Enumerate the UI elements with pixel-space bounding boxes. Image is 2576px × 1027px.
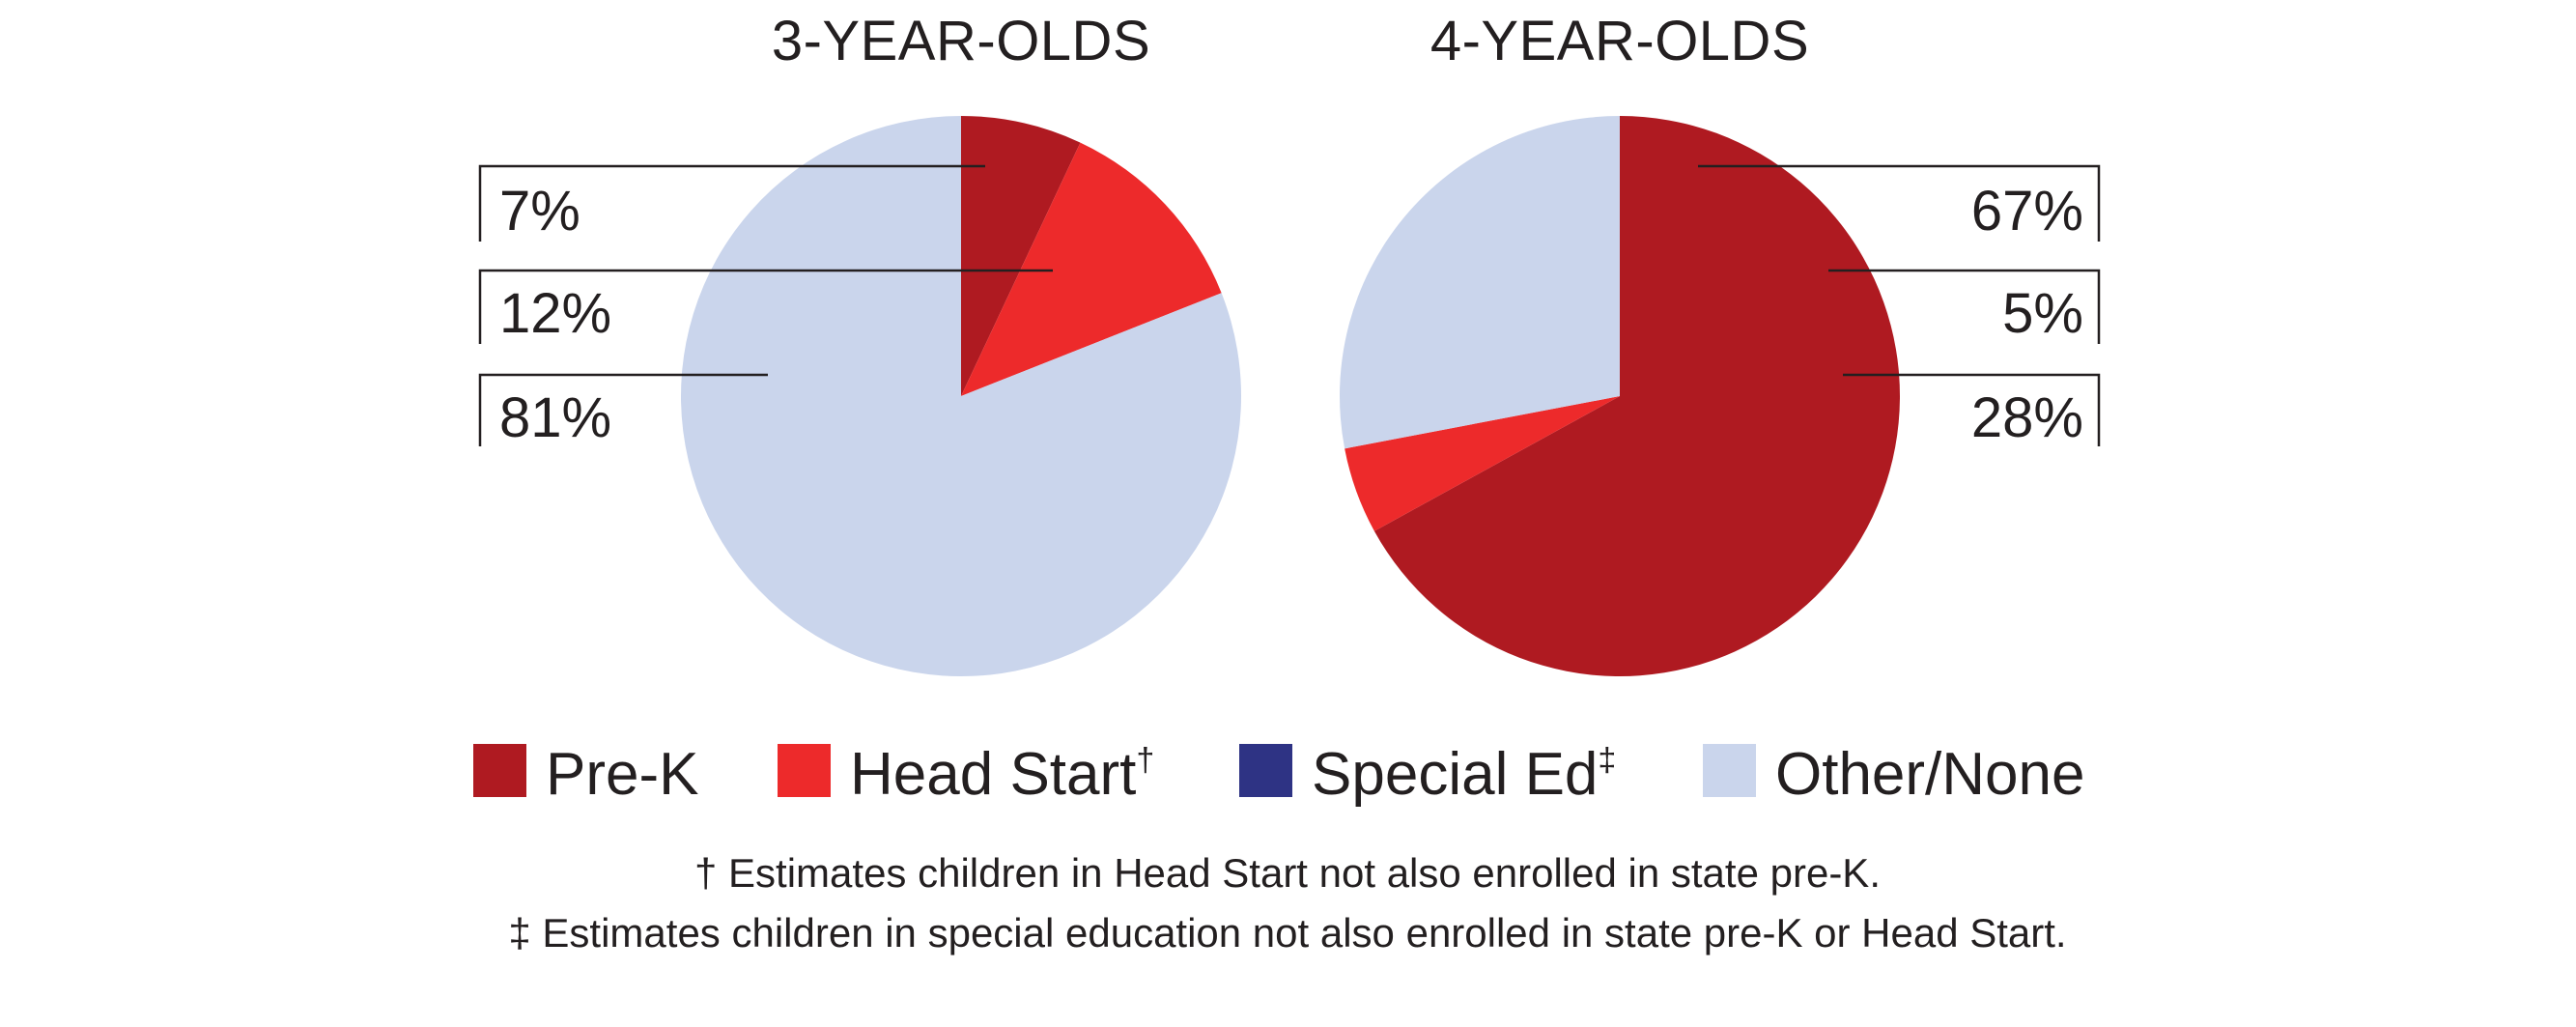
pie-slice-head-start — [1345, 396, 1620, 531]
legend-label-pre-k: Pre-K — [546, 741, 698, 808]
pie-title: 4-YEAR-OLDS — [1430, 10, 1809, 72]
legend-label-head-start: Head Start† — [850, 741, 1154, 808]
data-label-head-start: 5% — [2002, 282, 2083, 345]
legend-swatch-special-ed — [1239, 744, 1292, 797]
pie-title: 3-YEAR-OLDS — [772, 10, 1150, 72]
legend-swatch-other-none — [1703, 744, 1756, 797]
data-label-pre-k: 67% — [1971, 180, 2083, 242]
footnotes: † Estimates children in Head Start not a… — [508, 850, 2066, 956]
legend-label-special-ed: Special Ed‡ — [1312, 741, 1616, 808]
legend-label-other-none: Other/None — [1775, 741, 2085, 808]
data-label-head-start: 12% — [499, 282, 611, 345]
pie-chart-4-year-olds: 4-YEAR-OLDS 67% 5% 28% — [1340, 10, 2101, 676]
label-leader-line — [1698, 164, 2101, 242]
pie-slice-pre-k — [1373, 116, 1900, 676]
footnote: ‡ Estimates children in special educatio… — [508, 910, 2066, 956]
legend-swatch-head-start — [778, 744, 831, 797]
label-leader-line — [478, 373, 768, 446]
footnote: † Estimates children in Head Start not a… — [694, 850, 1881, 896]
legend: Pre-K Head Start† Special Ed‡ Other/None — [473, 741, 2085, 808]
label-leader-line — [1843, 373, 2101, 446]
label-leader-line — [478, 164, 985, 242]
pie-slice-head-start — [961, 142, 1222, 396]
pie-slice-other-none — [1340, 116, 1620, 449]
label-leader-line — [478, 269, 1053, 344]
legend-swatch-pre-k — [473, 744, 526, 797]
pie-slice-other-none — [680, 116, 1241, 676]
data-label-other-none: 81% — [499, 386, 611, 449]
pie-slice-pre-k — [961, 116, 1081, 396]
label-leader-line — [1828, 269, 2101, 344]
data-label-pre-k: 7% — [499, 180, 580, 242]
data-label-other-none: 28% — [1971, 386, 2083, 449]
pie-chart-3-year-olds: 3-YEAR-OLDS 7% 12% 81% — [478, 10, 1241, 676]
